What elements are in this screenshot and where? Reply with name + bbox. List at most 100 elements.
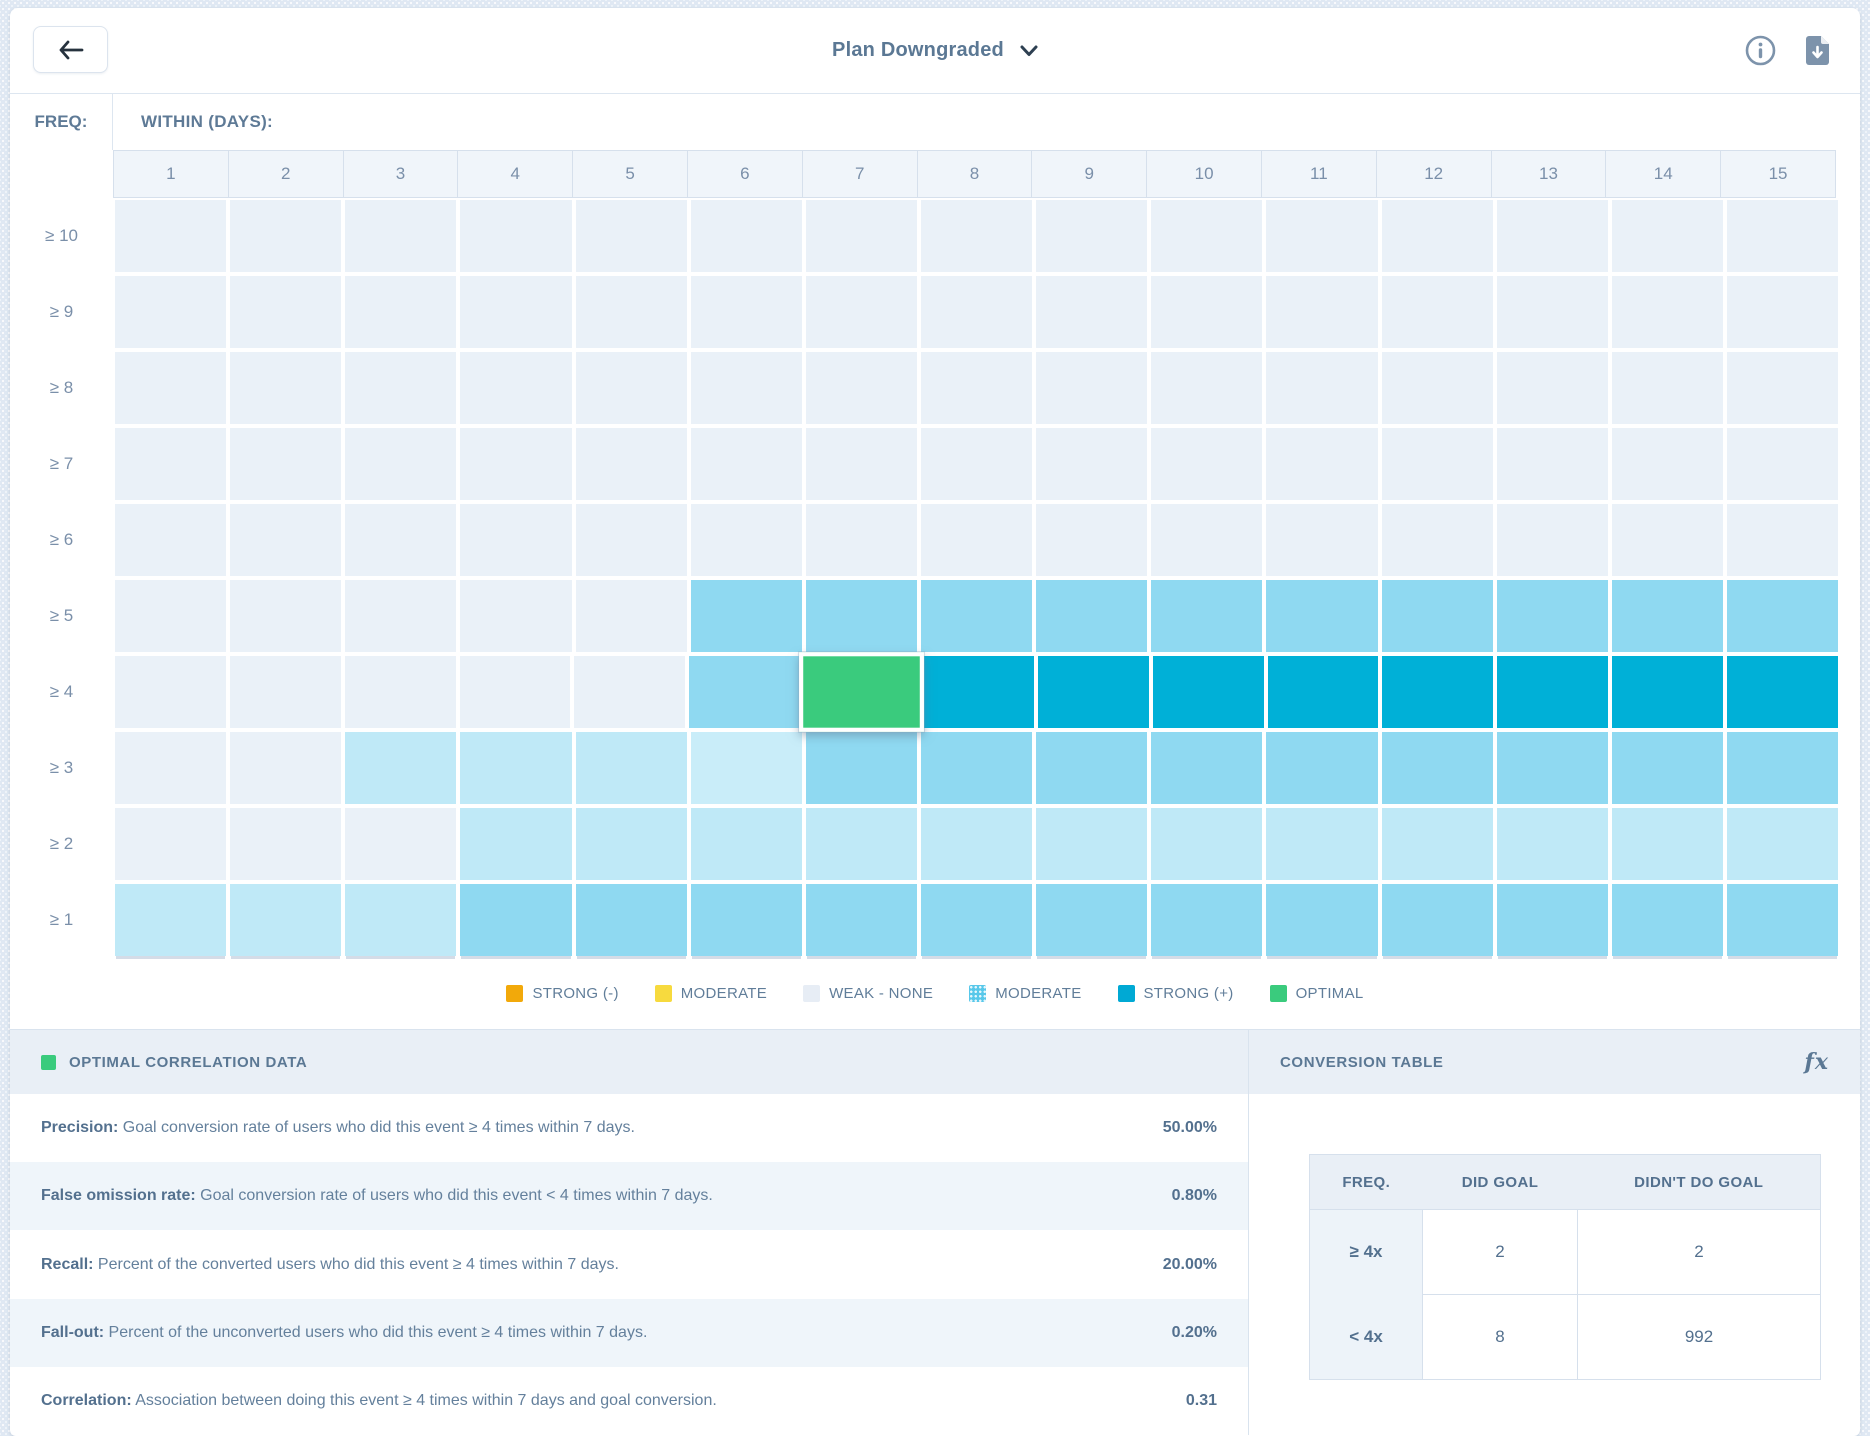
heatmap-cell[interactable] [345, 808, 457, 880]
heatmap-cell[interactable] [923, 656, 1034, 728]
event-selector-dropdown[interactable]: Plan Downgraded [832, 39, 1038, 62]
fx-formula-icon[interactable]: fx [1804, 1049, 1829, 1075]
heatmap-cell[interactable] [575, 580, 687, 652]
heatmap-cell[interactable] [1151, 808, 1263, 880]
heatmap-cell[interactable] [460, 428, 572, 500]
heatmap-cell[interactable] [1151, 732, 1263, 804]
heatmap-cell[interactable] [1726, 200, 1839, 272]
heatmap-cell[interactable] [920, 276, 1033, 348]
heatmap-cell[interactable] [1726, 580, 1839, 652]
heatmap-cell[interactable] [1151, 580, 1263, 652]
info-icon[interactable] [1745, 35, 1776, 66]
heatmap-cell[interactable] [575, 504, 687, 576]
heatmap-cell[interactable] [575, 884, 687, 956]
heatmap-cell[interactable] [230, 352, 342, 424]
heatmap-cell-selected-optimal[interactable] [799, 652, 924, 732]
heatmap-cell[interactable] [1151, 504, 1263, 576]
heatmap-cell[interactable] [1381, 276, 1493, 348]
heatmap-cell[interactable] [805, 352, 917, 424]
heatmap-cell[interactable] [115, 352, 227, 424]
heatmap-cell[interactable] [1496, 276, 1608, 348]
heatmap-cell[interactable] [920, 732, 1033, 804]
heatmap-cell[interactable] [460, 808, 572, 880]
heatmap-cell[interactable] [460, 200, 572, 272]
heatmap-cell[interactable] [690, 732, 802, 804]
heatmap-cell[interactable] [1036, 428, 1148, 500]
heatmap-cell[interactable] [1036, 504, 1148, 576]
heatmap-cell[interactable] [690, 352, 802, 424]
heatmap-cell[interactable] [1611, 884, 1723, 956]
heatmap-cell[interactable] [115, 732, 227, 804]
heatmap-cell[interactable] [1036, 808, 1148, 880]
heatmap-cell[interactable] [1036, 580, 1148, 652]
heatmap-cell[interactable] [805, 200, 917, 272]
heatmap-cell[interactable] [1611, 428, 1723, 500]
heatmap-cell[interactable] [115, 580, 227, 652]
heatmap-cell[interactable] [1496, 808, 1608, 880]
heatmap-cell[interactable] [1611, 200, 1723, 272]
heatmap-cell[interactable] [574, 656, 686, 728]
heatmap-cell[interactable] [229, 656, 341, 728]
heatmap-cell[interactable] [920, 580, 1033, 652]
heatmap-cell[interactable] [1266, 276, 1378, 348]
heatmap-cell[interactable] [230, 200, 342, 272]
heatmap-cell[interactable] [1496, 504, 1608, 576]
heatmap-cell[interactable] [805, 884, 917, 956]
heatmap-cell[interactable] [1151, 428, 1263, 500]
heatmap-cell[interactable] [575, 428, 687, 500]
heatmap-cell[interactable] [1496, 428, 1608, 500]
heatmap-cell[interactable] [230, 884, 342, 956]
heatmap-cell[interactable] [1496, 580, 1608, 652]
heatmap-cell[interactable] [115, 884, 227, 956]
heatmap-cell[interactable] [230, 276, 342, 348]
heatmap-cell[interactable] [690, 428, 802, 500]
heatmap-cell[interactable] [345, 884, 457, 956]
heatmap-cell[interactable] [460, 352, 572, 424]
heatmap-cell[interactable] [230, 580, 342, 652]
heatmap-cell[interactable] [115, 428, 227, 500]
heatmap-cell[interactable] [115, 200, 227, 272]
heatmap-cell[interactable] [1496, 200, 1608, 272]
heatmap-cell[interactable] [460, 580, 572, 652]
heatmap-cell[interactable] [1151, 200, 1263, 272]
heatmap-cell[interactable] [1496, 884, 1608, 956]
heatmap-cell[interactable] [460, 504, 572, 576]
heatmap-cell[interactable] [345, 352, 457, 424]
heatmap-cell[interactable] [1382, 656, 1494, 728]
heatmap-cell[interactable] [1381, 732, 1493, 804]
heatmap-cell[interactable] [345, 580, 457, 652]
heatmap-cell[interactable] [575, 200, 687, 272]
heatmap-cell[interactable] [805, 276, 917, 348]
heatmap-cell[interactable] [1037, 656, 1149, 728]
heatmap-cell[interactable] [920, 428, 1033, 500]
heatmap-cell[interactable] [1381, 200, 1493, 272]
heatmap-cell[interactable] [575, 276, 687, 348]
heatmap-cell[interactable] [1266, 580, 1378, 652]
heatmap-cell[interactable] [1496, 732, 1608, 804]
heatmap-cell[interactable] [920, 200, 1033, 272]
heatmap-cell[interactable] [805, 808, 917, 880]
heatmap-cell[interactable] [1266, 428, 1378, 500]
heatmap-cell[interactable] [575, 808, 687, 880]
heatmap-cell[interactable] [575, 732, 687, 804]
heatmap-cell[interactable] [1266, 808, 1378, 880]
heatmap-cell[interactable] [345, 428, 457, 500]
heatmap-cell[interactable] [575, 352, 687, 424]
heatmap-cell[interactable] [460, 732, 572, 804]
heatmap-cell[interactable] [1727, 656, 1838, 728]
heatmap-cell[interactable] [1611, 276, 1723, 348]
heatmap-cell[interactable] [1611, 504, 1723, 576]
download-icon[interactable] [1802, 35, 1832, 67]
heatmap-cell[interactable] [1152, 656, 1264, 728]
heatmap-cell[interactable] [1381, 884, 1493, 956]
heatmap-cell[interactable] [115, 276, 227, 348]
back-button[interactable] [33, 26, 108, 73]
heatmap-cell[interactable] [345, 276, 457, 348]
heatmap-cell[interactable] [1381, 808, 1493, 880]
heatmap-cell[interactable] [690, 276, 802, 348]
heatmap-cell[interactable] [1726, 884, 1839, 956]
heatmap-cell[interactable] [1496, 352, 1608, 424]
heatmap-cell[interactable] [1267, 656, 1379, 728]
heatmap-cell[interactable] [1151, 884, 1263, 956]
heatmap-cell[interactable] [920, 352, 1033, 424]
